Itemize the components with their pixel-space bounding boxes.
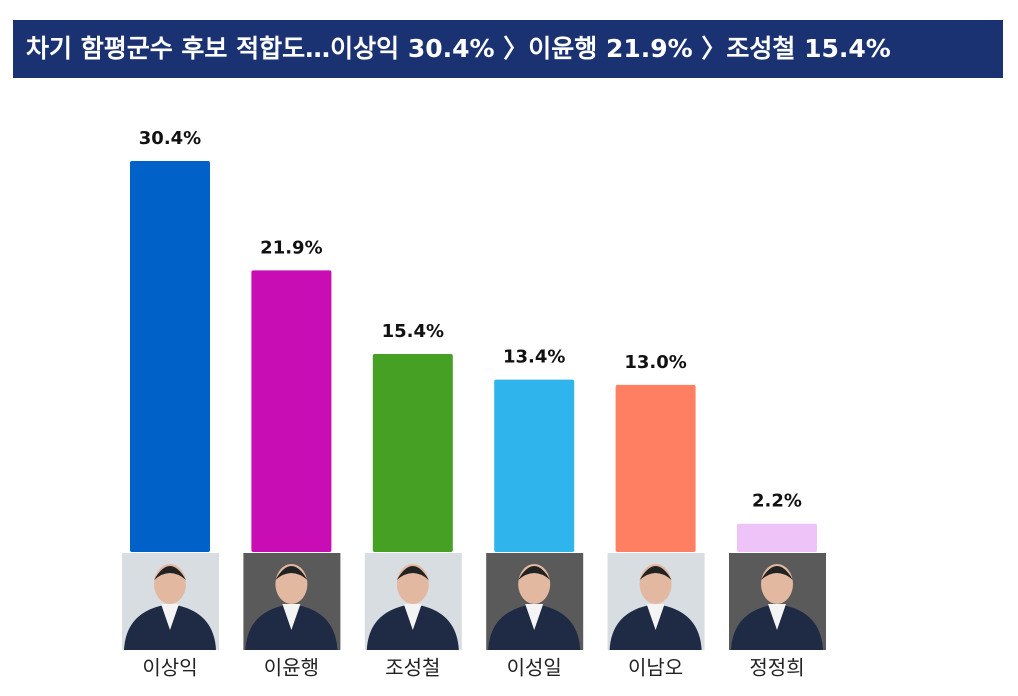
bar — [494, 379, 575, 552]
portrait-hair — [154, 566, 186, 580]
portrait-hair — [518, 566, 551, 580]
portrait-hair — [275, 566, 308, 580]
bar — [615, 384, 696, 552]
value-label: 13.0% — [624, 352, 686, 373]
portrait-hair — [639, 566, 672, 580]
bar — [372, 353, 453, 552]
category-label: 이윤행 — [264, 656, 319, 680]
portrait-shirt — [161, 604, 179, 630]
category-label: 정정희 — [749, 656, 804, 680]
portrait-hair — [761, 566, 793, 580]
category-label: 조성철 — [385, 656, 440, 680]
value-label: 21.9% — [260, 237, 322, 258]
portrait-shirt — [646, 604, 665, 630]
value-label: 13.4% — [503, 347, 565, 368]
category-label: 이성일 — [507, 656, 562, 680]
chart-title: 차기 함평군수 후보 적합도…이상익 30.4% 〉이윤행 21.9% 〉조성철… — [26, 34, 891, 63]
value-label: 30.4% — [139, 128, 201, 149]
value-label: 15.4% — [382, 321, 444, 342]
value-label: 2.2% — [752, 491, 802, 512]
category-label: 이남오 — [628, 656, 683, 680]
portrait-shirt — [525, 604, 544, 630]
bar — [251, 270, 332, 552]
portrait-shirt — [403, 604, 422, 630]
title-banner — [13, 20, 1003, 78]
portrait-hair — [396, 566, 429, 580]
bar — [737, 523, 817, 552]
bar — [130, 161, 210, 552]
portrait-shirt — [768, 604, 786, 630]
portrait-shirt — [282, 604, 301, 630]
category-label: 이상익 — [142, 656, 197, 680]
